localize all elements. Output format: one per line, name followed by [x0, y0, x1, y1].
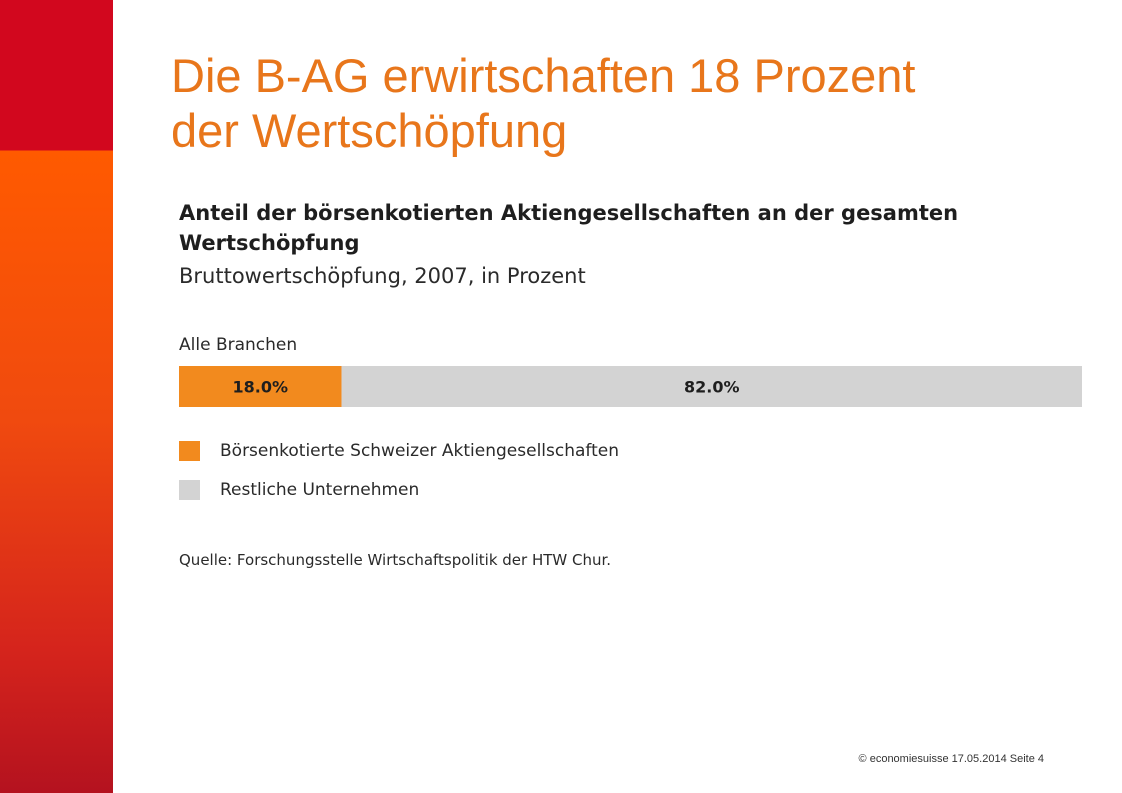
chart-title: Anteil der börsenkotierten Aktiengesells… — [179, 198, 1039, 258]
legend-label-other-companies: Restliche Unternehmen — [220, 480, 420, 500]
bar-label-other-companies: 82.0% — [684, 378, 740, 397]
bar-segment-other-companies — [341, 366, 1082, 407]
side-color-band — [0, 0, 113, 793]
bar-segment-listed-companies — [179, 366, 342, 407]
stacked-bar-chart: 18.0% 82.0% — [179, 366, 1082, 407]
chart-subtitle: Bruttowertschöpfung, 2007, in Prozent — [179, 264, 586, 288]
bar-label-listed-companies: 18.0% — [233, 378, 289, 397]
legend-item-other-companies: Restliche Unternehmen — [179, 480, 619, 500]
legend-label-listed-companies: Börsenkotierte Schweizer Aktiengesellsch… — [220, 441, 620, 461]
chart-source: Quelle: Forschungsstelle Wirtschaftspoli… — [179, 551, 612, 569]
category-label: Alle Branchen — [179, 335, 298, 355]
chart-title-line-2: Wertschöpfung — [179, 231, 360, 255]
slide-title-line-1: Die B-AG erwirtschaften 18 Prozent — [171, 49, 916, 102]
legend-swatch-other-companies — [179, 480, 200, 500]
legend-item-listed-companies: Börsenkotierte Schweizer Aktiengesellsch… — [179, 441, 619, 461]
slide-footer: © economiesuisse 17.05.2014 Seite 4 — [858, 753, 1044, 765]
slide-title: Die B-AG erwirtschaften 18 Prozent der W… — [171, 48, 1071, 158]
chart-legend: Börsenkotierte Schweizer Aktiengesellsch… — [179, 441, 619, 519]
slide-title-line-2: der Wertschöpfung — [171, 104, 568, 157]
legend-swatch-listed-companies — [179, 441, 200, 461]
chart-title-line-1: Anteil der börsenkotierten Aktiengesells… — [179, 201, 959, 225]
